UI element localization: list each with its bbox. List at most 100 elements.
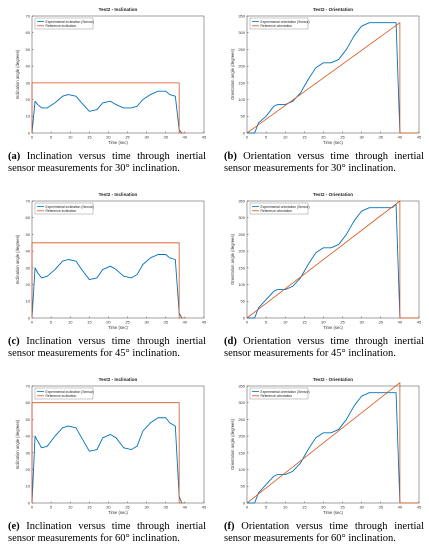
chart-d: Test2 - Orientation 0 5 10 15 20 25 30 35 40 45 0 50… (230, 192, 422, 330)
chart-a-legend-label: Experimental inclination (Sensor) (46, 20, 94, 24)
chart-a-legend (34, 17, 94, 30)
chart-f-xtick-label: 45 (417, 505, 422, 510)
chart-d-ytick-label: 100 (238, 282, 245, 287)
chart-f-ytick-label: 0 (243, 500, 246, 505)
chart-e-series-experimental-line (31, 417, 183, 504)
chart-b-ytick-label: 150 (238, 80, 245, 85)
chart-panel-f: Test2 - Orientation 0 5 10 15 20 25 30 35 40 45 0 50… (214, 370, 429, 550)
chart-f-xtick-label: 40 (398, 505, 403, 510)
chart-d-ytick-label: 0 (243, 315, 246, 320)
chart-c-title: Test2 - Inclination (99, 192, 138, 197)
caption-c-text: Inclination versus time through inertial… (8, 336, 206, 359)
chart-c-ytick-label: 20 (26, 282, 31, 287)
chart-b-xtick-label: 35 (379, 135, 384, 140)
chart-f-xtick-label: 25 (340, 505, 345, 510)
caption-a-label: (a) (8, 151, 21, 162)
chart-b-xtick-label: 10 (283, 135, 288, 140)
chart-a-ytick-label: 0 (28, 130, 31, 135)
chart-e-xlabel: Time (sec) (108, 510, 128, 515)
chart-c-ytick-label: 70 (26, 198, 31, 203)
chart-c-xlabel: Time (sec) (108, 325, 128, 330)
chart-b-xlabel: Time (sec) (323, 140, 343, 145)
chart-e-ytick-label: 30 (26, 450, 31, 455)
chart-b-series-reference-line (246, 22, 419, 134)
chart-a-plot-frame (31, 15, 205, 134)
chart-d-xtick-label: 25 (340, 320, 345, 325)
chart-a-xlabel: Time (sec) (108, 140, 128, 145)
chart-b-xtick-label: 15 (302, 135, 307, 140)
chart-c-ytick-label: 30 (26, 265, 31, 270)
chart-b: Test2 - Orientation 0 5 10 15 20 25 30 35 40 45 0 50… (230, 7, 422, 145)
chart-d-series-experimental-line (247, 203, 401, 319)
chart-e-xtick-label: 45 (202, 505, 207, 510)
chart-d-ytick-label: 50 (241, 299, 246, 304)
caption-a-text: Inclination versus time through inertial… (8, 151, 206, 174)
caption-e-label: (e) (8, 521, 20, 532)
chart-a-ytick-label: 10 (26, 114, 31, 119)
chart-d-ytick-label: 150 (238, 265, 245, 270)
chart-panel-a: Test2 - Inclination 0 5 10 15 20 25 30 35 40 45 0 10… (0, 0, 214, 180)
chart-c-xtick-label: 5 (50, 320, 53, 325)
chart-d-xtick-label: 15 (302, 320, 307, 325)
chart-d-xtick-label: 40 (398, 320, 403, 325)
chart-d-xtick-label: 10 (283, 320, 288, 325)
chart-c-xtick-label: 15 (87, 320, 92, 325)
chart-e-xtick-label: 35 (164, 505, 169, 510)
chart-d-ytick-label: 300 (238, 215, 245, 220)
caption-a: (a) Inclination versus time through iner… (8, 151, 206, 175)
chart-f-xtick-label: 30 (359, 505, 364, 510)
chart-e-legend (34, 387, 94, 400)
chart-b-legend-label: Reference orientation (261, 24, 293, 28)
chart-b-ytick-label: 300 (238, 30, 245, 35)
chart-c-xtick-label: 10 (68, 320, 73, 325)
caption-c-label: (c) (8, 336, 20, 347)
caption-f: (f) Orientation versus time through iner… (224, 521, 424, 545)
chart-f-xtick-label: 0 (246, 505, 249, 510)
chart-b-ytick-label: 0 (243, 130, 246, 135)
chart-e-legend-label: Reference inclination (46, 394, 77, 398)
chart-e-ytick-label: 0 (28, 500, 31, 505)
chart-a-ylabel: Inclination angle (degrees) (15, 49, 20, 99)
chart-a: Test2 - Inclination 0 5 10 15 20 25 30 35 40 45 0 10… (15, 7, 207, 145)
chart-f-ytick-label: 200 (238, 434, 245, 439)
chart-e-legend-label: Experimental inclination (Sensor) (46, 390, 94, 394)
chart-f-xtick-label: 10 (283, 505, 288, 510)
chart-f-legend (249, 387, 309, 400)
chart-b-ytick-label: 250 (238, 47, 245, 52)
chart-f-legend-label: Experimental orientation (Sensor) (261, 390, 310, 394)
chart-f-ytick-label: 300 (238, 400, 245, 405)
chart-d-ylabel: Orientation angle (degrees) (230, 233, 235, 285)
caption-e: (e) Inclination versus time through iner… (8, 521, 206, 545)
chart-b-ytick-label: 50 (241, 114, 246, 119)
chart-c-xtick-label: 35 (164, 320, 169, 325)
chart-c-ytick-label: 0 (28, 315, 31, 320)
caption-d-label: (d) (224, 336, 237, 347)
chart-e-xtick-label: 5 (50, 505, 53, 510)
chart-f-xlabel: Time (sec) (323, 510, 343, 515)
chart-d-legend (249, 202, 309, 215)
chart-f-title: Test2 - Orientation (313, 377, 353, 382)
chart-f-xtick-label: 5 (265, 505, 268, 510)
chart-c-ylabel: Inclination angle (degrees) (15, 234, 20, 284)
chart-c-xtick-label: 30 (144, 320, 149, 325)
chart-b-ytick-label: 200 (238, 64, 245, 69)
chart-d-xlabel: Time (sec) (323, 325, 343, 330)
chart-b-xtick-label: 30 (359, 135, 364, 140)
chart-b-xtick-label: 45 (417, 135, 422, 140)
caption-f-label: (f) (224, 521, 235, 532)
chart-b-legend-label: Experimental orientation (Sensor) (261, 20, 310, 24)
chart-c-ytick-label: 50 (26, 232, 31, 237)
chart-f-ytick-label: 50 (241, 484, 246, 489)
chart-a-legend-label: Reference inclination (46, 24, 77, 28)
chart-e-ytick-label: 10 (26, 484, 31, 489)
chart-a-xtick-label: 25 (125, 135, 130, 140)
chart-e-xtick-label: 25 (125, 505, 130, 510)
chart-c-series-experimental-line (31, 254, 183, 319)
chart-f-series-experimental-line (247, 392, 401, 504)
chart-a-ytick-label: 30 (26, 80, 31, 85)
chart-a-xtick-label: 0 (31, 135, 34, 140)
chart-d-xtick-label: 35 (379, 320, 384, 325)
chart-a-xtick-label: 5 (50, 135, 53, 140)
chart-c: Test2 - Inclination 0 5 10 15 20 25 30 35 40 45 0 10… (15, 192, 207, 330)
chart-e: Test2 - Inclination 0 5 10 15 20 25 30 35 40 45 0 10… (15, 377, 207, 515)
